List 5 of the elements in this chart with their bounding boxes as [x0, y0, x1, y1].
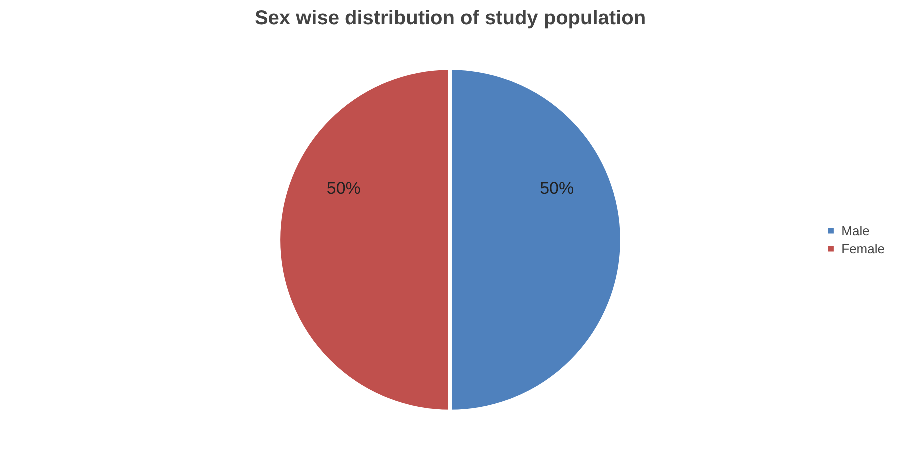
data-label: 50%: [326, 179, 361, 198]
legend-label: Female: [842, 241, 885, 256]
data-label: 50%: [540, 179, 574, 198]
legend-label: Male: [842, 223, 870, 238]
chart-title: Sex wise distribution of study population: [254, 8, 646, 30]
